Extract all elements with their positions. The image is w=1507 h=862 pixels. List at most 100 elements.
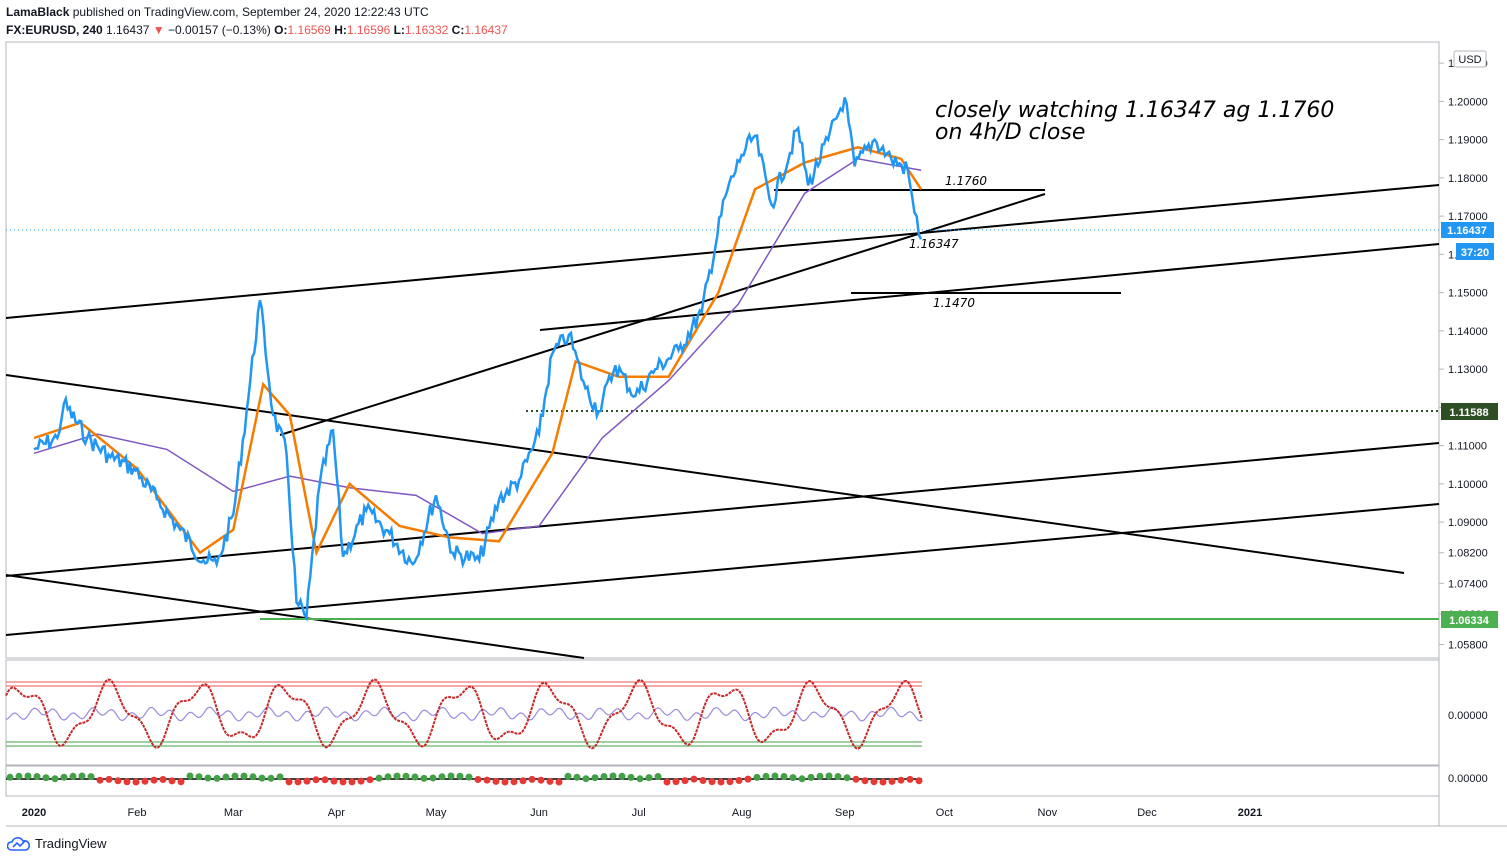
y-tick-label: 1.10000: [1448, 479, 1488, 491]
histogram-dot: [375, 774, 383, 782]
tradingview-brand: TradingView: [35, 836, 107, 851]
histogram-dot: [582, 775, 590, 783]
tradingview-logo[interactable]: TradingView: [7, 836, 107, 851]
histogram-dot: [240, 772, 248, 780]
x-tick-label: Nov: [1038, 807, 1058, 819]
histogram-dot: [861, 777, 869, 785]
x-tick-label: Sep: [835, 807, 855, 819]
chart-canvas[interactable]: 1.058001.066001.074001.082001.090001.100…: [0, 0, 1507, 830]
oscillator-indicator: [5, 678, 923, 750]
y-tick-label: 1.07400: [1448, 578, 1488, 590]
histogram-dot: [699, 777, 707, 784]
time-axis[interactable]: 2020 Feb Mar Apr May Jun Jul Aug Sep Oct Nov Dec 202…: [22, 807, 1262, 819]
green-level-tag: 1.06334: [1441, 611, 1498, 628]
level-1470-label[interactable]: 1.1470: [933, 296, 975, 310]
histogram-dot: [384, 773, 392, 781]
y-tick-label: 1.14000: [1448, 326, 1488, 338]
histogram-dot: [357, 777, 365, 785]
histogram-dot: [285, 778, 293, 786]
histogram-dot: [708, 778, 716, 786]
histogram-dot: [168, 777, 176, 785]
open-value: 1.16569: [287, 23, 331, 37]
level-16347-label[interactable]: 1.16347: [909, 237, 959, 251]
histogram-dot: [150, 776, 158, 784]
x-tick-label: Mar: [224, 807, 243, 819]
histogram-dot: [114, 777, 122, 785]
histogram-dot: [15, 772, 23, 780]
histogram-dot: [33, 773, 41, 780]
svg-text:37:20: 37:20: [1461, 247, 1489, 259]
histogram-dot: [429, 774, 437, 782]
last-price-tag: 1.16437: [1441, 222, 1494, 238]
x-tick-label: 2020: [22, 807, 46, 819]
histogram-dot: [717, 778, 725, 786]
histogram-dot: [843, 774, 851, 782]
histogram-dot: [906, 775, 914, 783]
note-text-line1[interactable]: closely watching 1.16347 ag 1.1760: [935, 98, 1334, 123]
histogram-dot: [753, 773, 761, 781]
histogram-dot: [249, 773, 257, 781]
publish-line: LamaBlack published on TradingView.com, …: [6, 5, 429, 19]
down-arrow-icon: ▼: [152, 23, 165, 37]
histogram-dot: [303, 777, 311, 785]
channel-lower-line[interactable]: [5, 503, 1440, 636]
note-text-line2[interactable]: on 4h/D close: [935, 120, 1085, 145]
histogram-dot: [501, 778, 509, 786]
x-tick-label: Aug: [732, 807, 752, 819]
histogram-dot: [438, 773, 446, 781]
histogram-dot: [78, 772, 86, 780]
ma-slow-series: [33, 158, 922, 535]
histogram-dot: [573, 773, 581, 781]
x-tick-label: Jun: [530, 807, 548, 819]
histogram-zero-tick: 0.00000: [1448, 773, 1488, 785]
downtrend-line[interactable]: [5, 374, 1405, 574]
histogram-dot: [726, 778, 734, 786]
author-name[interactable]: LamaBlack: [6, 5, 70, 19]
histogram-dot: [915, 777, 923, 785]
last-price: 1.16437: [106, 23, 150, 37]
histogram-dot: [105, 775, 113, 783]
y-tick-label: 1.08200: [1448, 548, 1488, 560]
histogram-dot: [681, 777, 689, 785]
bar-timer-tag: 37:20: [1456, 243, 1494, 260]
level-1760-label[interactable]: 1.1760: [945, 174, 987, 188]
histogram-dot: [366, 776, 374, 784]
histogram-dot: [636, 775, 644, 783]
histogram-dot: [789, 774, 797, 782]
histogram-dot: [600, 773, 608, 780]
histogram-dot: [312, 776, 320, 784]
channel-mid-line[interactable]: [5, 442, 1440, 577]
channel-upper-line[interactable]: [5, 184, 1440, 319]
rising-trendline[interactable]: [279, 193, 1046, 436]
svg-text:1.16437: 1.16437: [1447, 225, 1487, 237]
histogram-dot: [690, 775, 698, 783]
symbol-name[interactable]: FX:EURUSD, 240: [6, 23, 103, 37]
histogram-dot: [213, 774, 221, 782]
histogram-dot: [771, 772, 779, 780]
price-series[interactable]: [33, 97, 923, 622]
y-tick-label: 1.19000: [1448, 135, 1488, 147]
x-tick-label: Feb: [128, 807, 147, 819]
histogram-dot: [123, 778, 131, 786]
published-text: published on TradingView.com, September …: [72, 5, 429, 19]
histogram-dot: [807, 773, 815, 781]
histogram-dot: [402, 772, 410, 780]
histogram-dot: [231, 772, 239, 780]
price-axis[interactable]: 1.058001.066001.074001.082001.090001.100…: [1439, 58, 1488, 652]
histogram-dot: [267, 774, 275, 782]
histogram-dot: [735, 777, 743, 784]
low-value: 1.16332: [404, 23, 449, 37]
mid-rising-line[interactable]: [539, 243, 1440, 331]
histogram-dot: [411, 773, 419, 781]
price-change: −0.00157 (−0.13%): [168, 23, 271, 37]
histogram-dot: [492, 777, 500, 785]
lower-downtrend-line[interactable]: [5, 574, 585, 659]
histogram-dot: [465, 773, 473, 781]
currency-badge[interactable]: USD: [1453, 50, 1487, 68]
histogram-dot: [204, 774, 212, 782]
histogram-dot: [348, 778, 356, 786]
x-tick-label: Oct: [936, 807, 953, 819]
trendlines[interactable]: [5, 184, 1440, 659]
histogram-dot: [564, 772, 572, 780]
dotted-level-tag: 1.11588: [1441, 403, 1498, 420]
